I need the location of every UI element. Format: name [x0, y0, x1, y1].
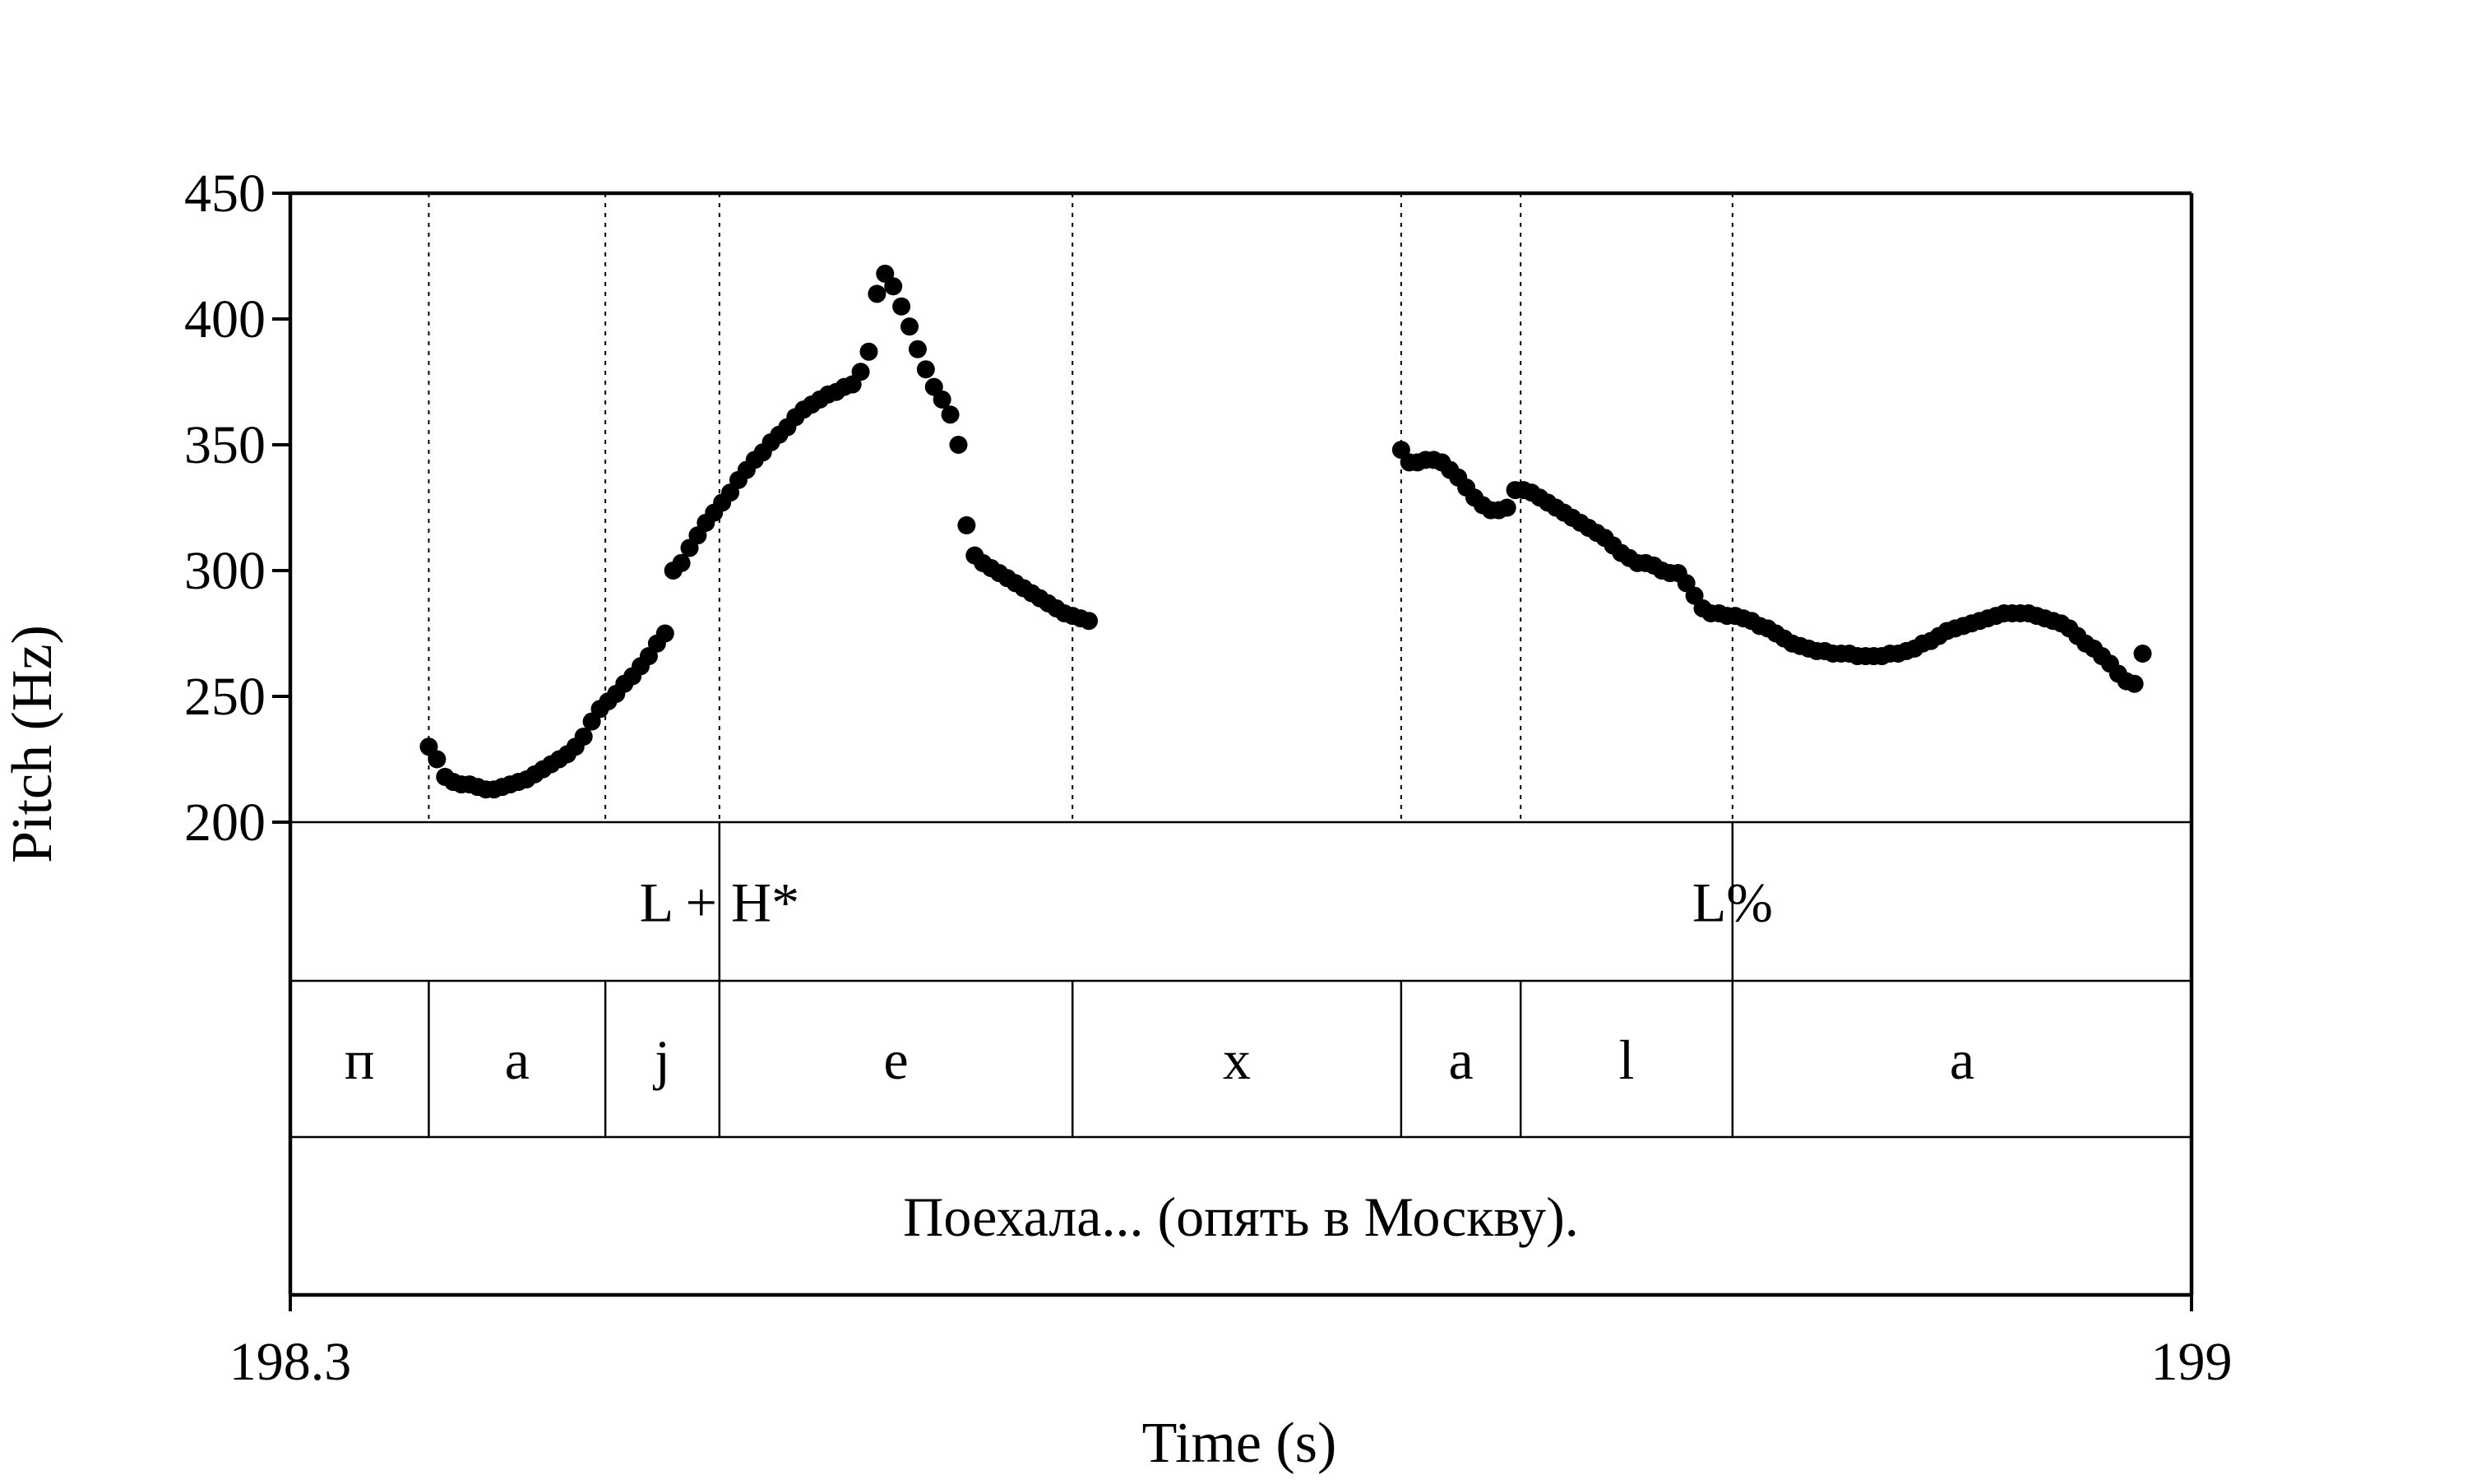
- x-axis: 198.3 199: [229, 1295, 2233, 1392]
- pitch-point: [672, 553, 691, 572]
- boundary-lines: [428, 193, 1733, 822]
- y-tick-label: 400: [184, 289, 266, 349]
- pitch-point: [655, 624, 674, 643]
- pitch-point: [1497, 498, 1516, 517]
- pitch-point: [900, 317, 919, 336]
- tone-label: L + H*: [640, 871, 799, 934]
- pitch-point: [949, 436, 968, 454]
- pitch-point: [1080, 612, 1099, 631]
- pitch-point: [908, 340, 927, 358]
- plot-frame: [288, 191, 2194, 1297]
- pitch-point: [2133, 644, 2152, 663]
- pitch-point: [941, 405, 960, 424]
- x-tick-label: 199: [2151, 1332, 2233, 1392]
- y-tick-label: 250: [184, 667, 266, 727]
- pitch-point: [868, 284, 886, 303]
- pitch-point: [2125, 674, 2144, 693]
- pitch-point: [957, 515, 976, 534]
- pitch-point: [884, 277, 903, 296]
- pitch-point: [851, 363, 870, 381]
- segment-label: j: [653, 1029, 670, 1091]
- tone-label: L%: [1692, 871, 1773, 934]
- segment-label: п: [345, 1029, 374, 1091]
- pitch-point: [892, 297, 911, 316]
- y-tick-label: 350: [184, 415, 266, 475]
- y-tick-label: 200: [184, 793, 266, 853]
- pitch-point: [574, 727, 593, 746]
- y-tick-label: 300: [184, 541, 266, 601]
- pitch-point: [859, 342, 878, 361]
- pitch-points: [419, 264, 2152, 799]
- pitch-point: [916, 360, 935, 379]
- pitch-point: [933, 390, 951, 409]
- segment-label: a: [1950, 1029, 1974, 1091]
- segment-label: l: [1619, 1029, 1635, 1091]
- tier-grid: [290, 821, 2192, 1139]
- utterance-label: Поехала... (опять в Москву).: [903, 1186, 1578, 1248]
- pitch-point: [428, 750, 447, 769]
- tier-labels: L + H* L% п a j e x a l a Поехала... (опять в Моск…: [345, 871, 1974, 1249]
- y-tick-label: 450: [184, 164, 266, 224]
- y-axis-title: Pitch (Hz): [1, 625, 64, 863]
- x-tick-label: 198.3: [229, 1332, 352, 1392]
- segment-label: e: [883, 1029, 908, 1091]
- y-axis: 200 250 300 350 400 450: [184, 164, 290, 853]
- segment-label: x: [1223, 1029, 1251, 1091]
- x-axis-title: Time (s): [1142, 1412, 1337, 1475]
- segment-label: a: [505, 1029, 530, 1091]
- segment-label: a: [1448, 1029, 1473, 1091]
